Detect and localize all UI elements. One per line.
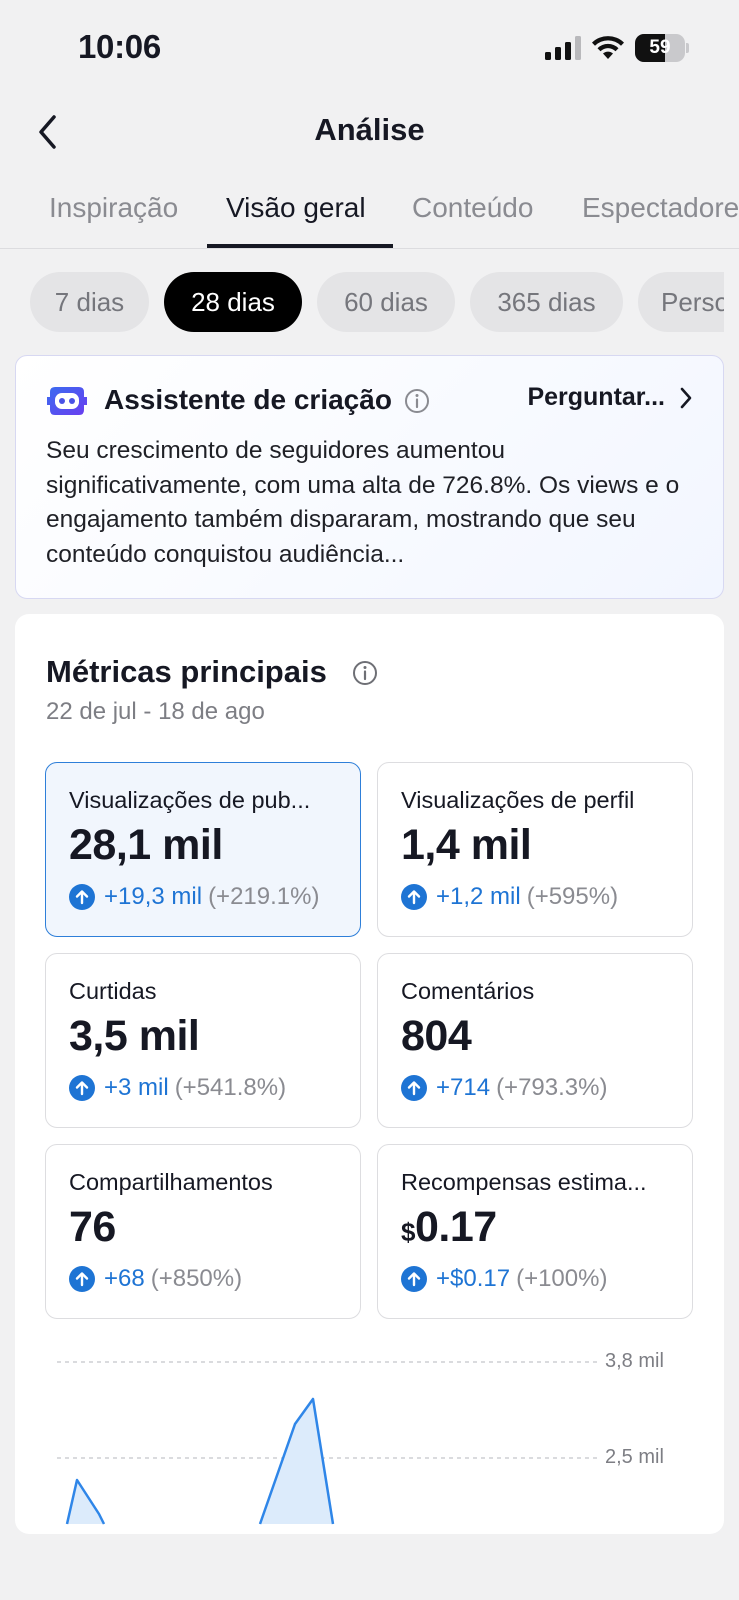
- metric-value: 1,4 mil: [401, 821, 532, 869]
- info-icon[interactable]: [352, 660, 378, 686]
- status-time: 10:06: [78, 28, 161, 65]
- metric-delta-percent: (+850%): [150, 1265, 243, 1292]
- metric-delta-value: +3 mil: [104, 1074, 169, 1101]
- metric-value: $0.17: [401, 1203, 497, 1252]
- tab-espectadores[interactable]: Espectadores: [582, 192, 739, 223]
- metric-delta: +68 (+850%): [69, 1265, 242, 1293]
- battery-icon: 59: [635, 34, 689, 62]
- range-60-dias[interactable]: 60 dias: [317, 272, 455, 332]
- metric-delta: +3 mil (+541.8%): [69, 1074, 286, 1102]
- y-tick-label: 2,5 mil: [605, 1446, 664, 1468]
- metric-card-likes[interactable]: Curtidas 3,5 mil +3 mil (+541.8%): [45, 953, 361, 1128]
- metric-delta-value: +68: [104, 1265, 145, 1292]
- metric-value: 28,1 mil: [69, 821, 223, 869]
- metric-label: Recompensas estima...: [401, 1169, 647, 1195]
- metric-label: Visualizações de perfil: [401, 787, 635, 813]
- ask-assistant-button[interactable]: Perguntar...: [527, 383, 693, 412]
- tab-bar: Inspiração Visão geral Conteúdo Espectad…: [0, 178, 739, 249]
- metric-card-comments[interactable]: Comentários 804 +714 (+793.3%): [377, 953, 693, 1128]
- metric-delta-percent: (+793.3%): [496, 1074, 608, 1101]
- metric-value-number: 0.17: [414, 1203, 497, 1251]
- chart-area-fill: [67, 1399, 333, 1524]
- creation-assistant-card[interactable]: Assistente de criação Perguntar... Seu c…: [15, 355, 724, 599]
- assistant-title: Assistente de criação: [104, 384, 392, 415]
- assistant-logo-icon: [47, 387, 87, 415]
- chart-series-line: [65, 1397, 335, 1525]
- arrow-up-circle-icon: [69, 1266, 95, 1292]
- metric-delta-value: +$0.17: [436, 1265, 511, 1292]
- metric-label: Visualizações de pub...: [69, 787, 311, 813]
- signal-icon: [545, 36, 581, 60]
- metric-label: Curtidas: [69, 978, 157, 1004]
- info-icon[interactable]: [404, 388, 430, 414]
- currency-symbol: $: [401, 1217, 415, 1247]
- y-tick-label: 3,8 mil: [605, 1350, 664, 1372]
- metric-delta-value: +19,3 mil: [104, 883, 203, 910]
- range-7-dias[interactable]: 7 dias: [30, 272, 149, 332]
- metric-delta-percent: (+541.8%): [174, 1074, 287, 1101]
- key-metrics-panel: Métricas principais 22 de jul - 18 de ag…: [15, 614, 724, 1534]
- metric-card-estimated-rewards[interactable]: Recompensas estima... $0.17 +$0.17 (+100…: [377, 1144, 693, 1319]
- panel-title: Métricas principais: [46, 654, 327, 689]
- page-title: Análise: [314, 112, 425, 147]
- chevron-left-icon: [39, 115, 56, 149]
- metric-delta-value: +714: [436, 1074, 491, 1101]
- wifi-icon: [592, 36, 624, 59]
- ask-assistant-label: Perguntar...: [527, 383, 665, 411]
- chevron-right-icon: [680, 387, 692, 408]
- metric-delta-percent: (+100%): [516, 1265, 608, 1292]
- metric-card-profile-views[interactable]: Visualizações de perfil 1,4 mil +1,2 mil…: [377, 762, 693, 937]
- metric-delta: +1,2 mil (+595%): [401, 883, 618, 911]
- tab-inspiracao[interactable]: Inspiração: [49, 192, 179, 223]
- arrow-up-circle-icon: [69, 884, 95, 910]
- active-tab-indicator: [207, 244, 393, 248]
- metric-card-post-views[interactable]: Visualizações de pub... 28,1 mil +19,3 m…: [45, 762, 361, 937]
- range-28-dias[interactable]: 28 dias: [164, 272, 302, 332]
- assistant-summary: Seu crescimento de seguidores aumentou s…: [46, 437, 680, 568]
- arrow-up-circle-icon: [69, 1075, 95, 1101]
- tab-conteudo[interactable]: Conteúdo: [412, 192, 534, 223]
- panel-date-range: 22 de jul - 18 de ago: [46, 698, 265, 725]
- battery-level: 59: [649, 37, 671, 58]
- metric-delta: +$0.17 (+100%): [401, 1265, 607, 1293]
- header: Análise: [0, 100, 739, 164]
- metric-delta-percent: (+595%): [526, 883, 619, 910]
- arrow-up-circle-icon: [401, 1266, 427, 1292]
- metric-delta: +714 (+793.3%): [401, 1074, 607, 1102]
- arrow-up-circle-icon: [401, 884, 427, 910]
- range-365-dias[interactable]: 365 dias: [470, 272, 623, 332]
- trend-chart: 3,8 mil 2,5 mil: [15, 1334, 724, 1534]
- back-button[interactable]: [22, 106, 74, 158]
- metric-value: 3,5 mil: [69, 1012, 200, 1060]
- metric-card-shares[interactable]: Compartilhamentos 76 +68 (+850%): [45, 1144, 361, 1319]
- metric-delta-percent: (+219.1%): [208, 883, 320, 910]
- tab-visao-geral[interactable]: Visão geral: [226, 192, 366, 223]
- metric-value: 76: [69, 1203, 116, 1251]
- range-personalizado[interactable]: Personalizado: [638, 272, 724, 332]
- status-icons: 59: [545, 34, 689, 62]
- metric-delta: +19,3 mil (+219.1%): [69, 883, 319, 911]
- metric-delta-value: +1,2 mil: [436, 883, 521, 910]
- trend-chart-svg: [57, 1361, 597, 1525]
- metric-label: Compartilhamentos: [69, 1169, 273, 1195]
- metric-label: Comentários: [401, 978, 535, 1004]
- status-bar: 10:06 59: [0, 0, 739, 90]
- metric-value: 804: [401, 1012, 472, 1060]
- date-range-selector: 7 dias 28 dias 60 dias 365 dias Personal…: [0, 272, 724, 334]
- arrow-up-circle-icon: [401, 1075, 427, 1101]
